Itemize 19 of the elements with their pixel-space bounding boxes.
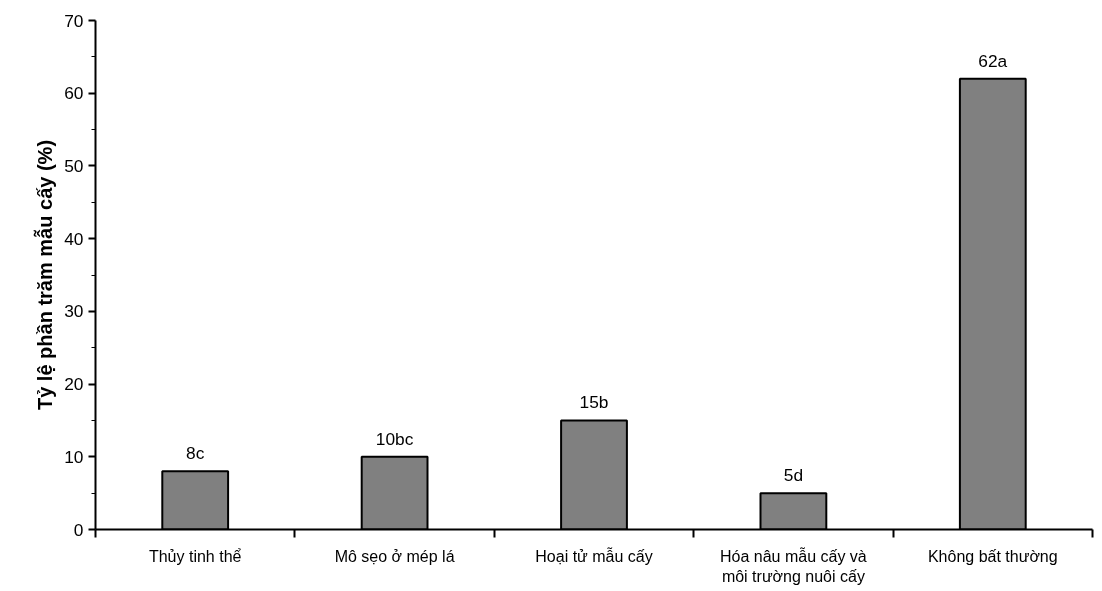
y-tick-label: 70 — [64, 10, 84, 31]
data-label: 62a — [978, 50, 1008, 71]
data-label: 5d — [783, 465, 804, 486]
y-tick-label: 30 — [64, 301, 84, 322]
data-label: 10bc — [375, 428, 414, 449]
y-axis-title: Tỷ lệ phần trăm mẫu cấy (%) — [33, 139, 57, 411]
y-tick-label: 10 — [64, 446, 84, 467]
x-tick-label: Hoại tử mẫu cấy — [535, 546, 653, 565]
data-label: 8c — [186, 443, 205, 464]
x-tick-label: Thủy tinh thể — [148, 547, 242, 565]
x-tick-label: Mô sẹo ở mép lá — [334, 547, 455, 565]
y-tick-label: 0 — [73, 519, 84, 540]
y-tick-label: 60 — [64, 83, 84, 104]
x-tick-label: Không bất thường — [927, 547, 1058, 565]
x-tick-label: Hóa nâu mẫu cấy và môi trường nuôi cấy — [720, 546, 867, 585]
y-tick-label: 40 — [64, 228, 84, 249]
y-tick-label: 50 — [64, 155, 84, 176]
data-label: 15b — [579, 392, 609, 413]
y-tick-label: 20 — [64, 374, 84, 395]
